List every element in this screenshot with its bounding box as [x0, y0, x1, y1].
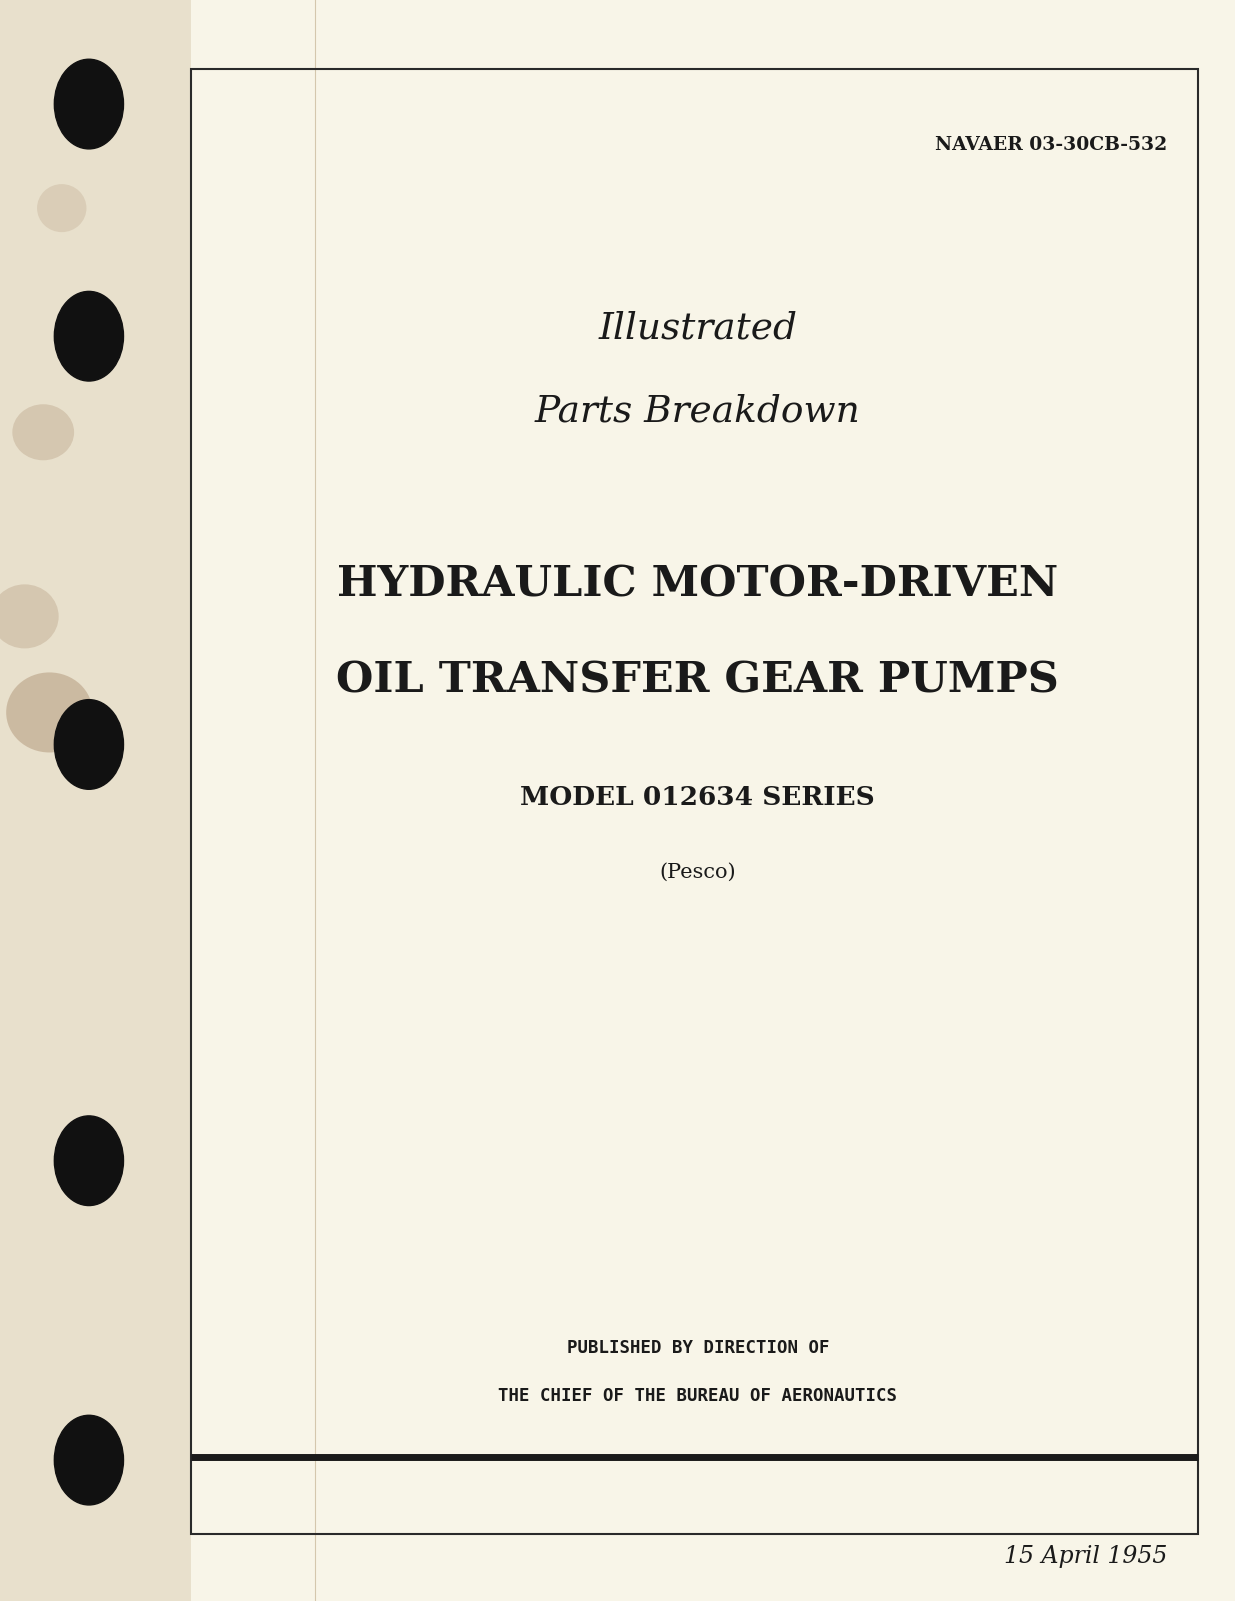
Text: OIL TRANSFER GEAR PUMPS: OIL TRANSFER GEAR PUMPS	[336, 660, 1060, 701]
Text: Parts Breakdown: Parts Breakdown	[535, 394, 861, 429]
Ellipse shape	[12, 403, 74, 459]
Text: HYDRAULIC MOTOR-DRIVEN: HYDRAULIC MOTOR-DRIVEN	[337, 564, 1058, 605]
Text: PUBLISHED BY DIRECTION OF: PUBLISHED BY DIRECTION OF	[567, 1338, 829, 1358]
Circle shape	[54, 1415, 124, 1505]
Text: 15 April 1955: 15 April 1955	[1004, 1545, 1167, 1567]
Circle shape	[54, 700, 124, 789]
Bar	[0, 0, 191, 1601]
Circle shape	[54, 1116, 124, 1206]
Ellipse shape	[37, 184, 86, 232]
Circle shape	[54, 59, 124, 149]
Ellipse shape	[0, 584, 58, 648]
Text: Illustrated: Illustrated	[598, 311, 798, 346]
Circle shape	[54, 291, 124, 381]
Bar	[191, 0, 1235, 1601]
Text: THE CHIEF OF THE BUREAU OF AERONAUTICS: THE CHIEF OF THE BUREAU OF AERONAUTICS	[498, 1386, 898, 1406]
Text: (Pesco): (Pesco)	[659, 863, 736, 882]
Text: NAVAER 03-30CB-532: NAVAER 03-30CB-532	[935, 136, 1167, 154]
Text: MODEL 012634 SERIES: MODEL 012634 SERIES	[520, 784, 876, 810]
Ellipse shape	[6, 672, 93, 752]
Bar	[191, 69, 1198, 1534]
